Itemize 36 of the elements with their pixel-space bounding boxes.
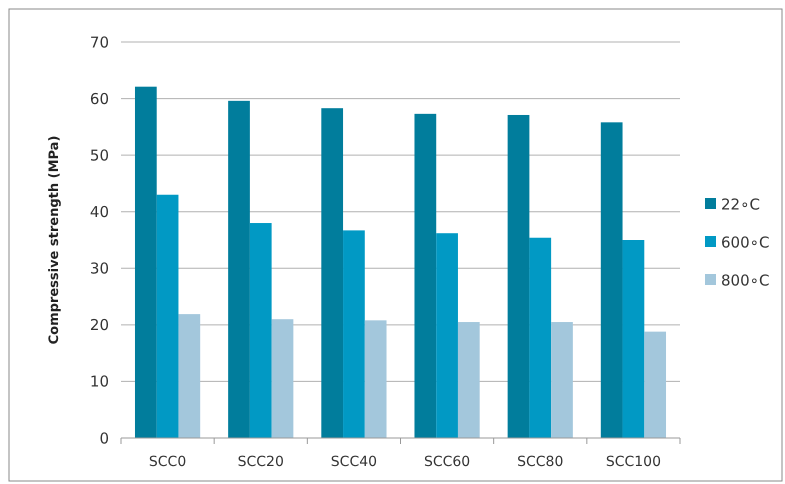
y-tick-label: 10 (90, 372, 109, 391)
bar (436, 233, 458, 438)
bar (156, 194, 178, 438)
bar (178, 314, 200, 438)
bar (272, 319, 294, 438)
y-tick-label: 0 (99, 429, 109, 448)
bar (622, 240, 644, 438)
y-tick-label: 70 (90, 33, 109, 52)
legend-label: 22∘C (721, 195, 760, 214)
x-tick-label: SCC20 (238, 454, 284, 470)
legend-label: 600∘C (721, 233, 770, 252)
bar (414, 114, 436, 438)
x-tick-label: SCC100 (606, 454, 662, 470)
bar (364, 320, 387, 438)
bar (228, 100, 250, 438)
x-tick-label: SCC40 (330, 454, 378, 470)
y-tick-label: 30 (90, 260, 109, 278)
y-axis-title: Compressive strength (MPa) (47, 136, 62, 344)
bar (343, 230, 365, 438)
y-tick-label: 50 (90, 146, 109, 164)
y-tick-label: 20 (90, 316, 109, 334)
y-tick-label: 40 (90, 202, 109, 221)
bar (644, 332, 666, 438)
bar (508, 114, 530, 438)
legend-label: 800∘C (721, 271, 770, 290)
x-tick-label: SCC60 (424, 454, 470, 470)
bar (600, 122, 623, 438)
bar (458, 322, 480, 438)
bar (250, 223, 272, 438)
x-tick-label: SCC80 (517, 454, 564, 470)
bar (134, 86, 157, 438)
bar (551, 322, 573, 438)
bar (529, 238, 552, 438)
x-tick-label: SCC0 (148, 454, 186, 470)
y-tick-label: 60 (90, 90, 109, 108)
bar (321, 108, 344, 438)
